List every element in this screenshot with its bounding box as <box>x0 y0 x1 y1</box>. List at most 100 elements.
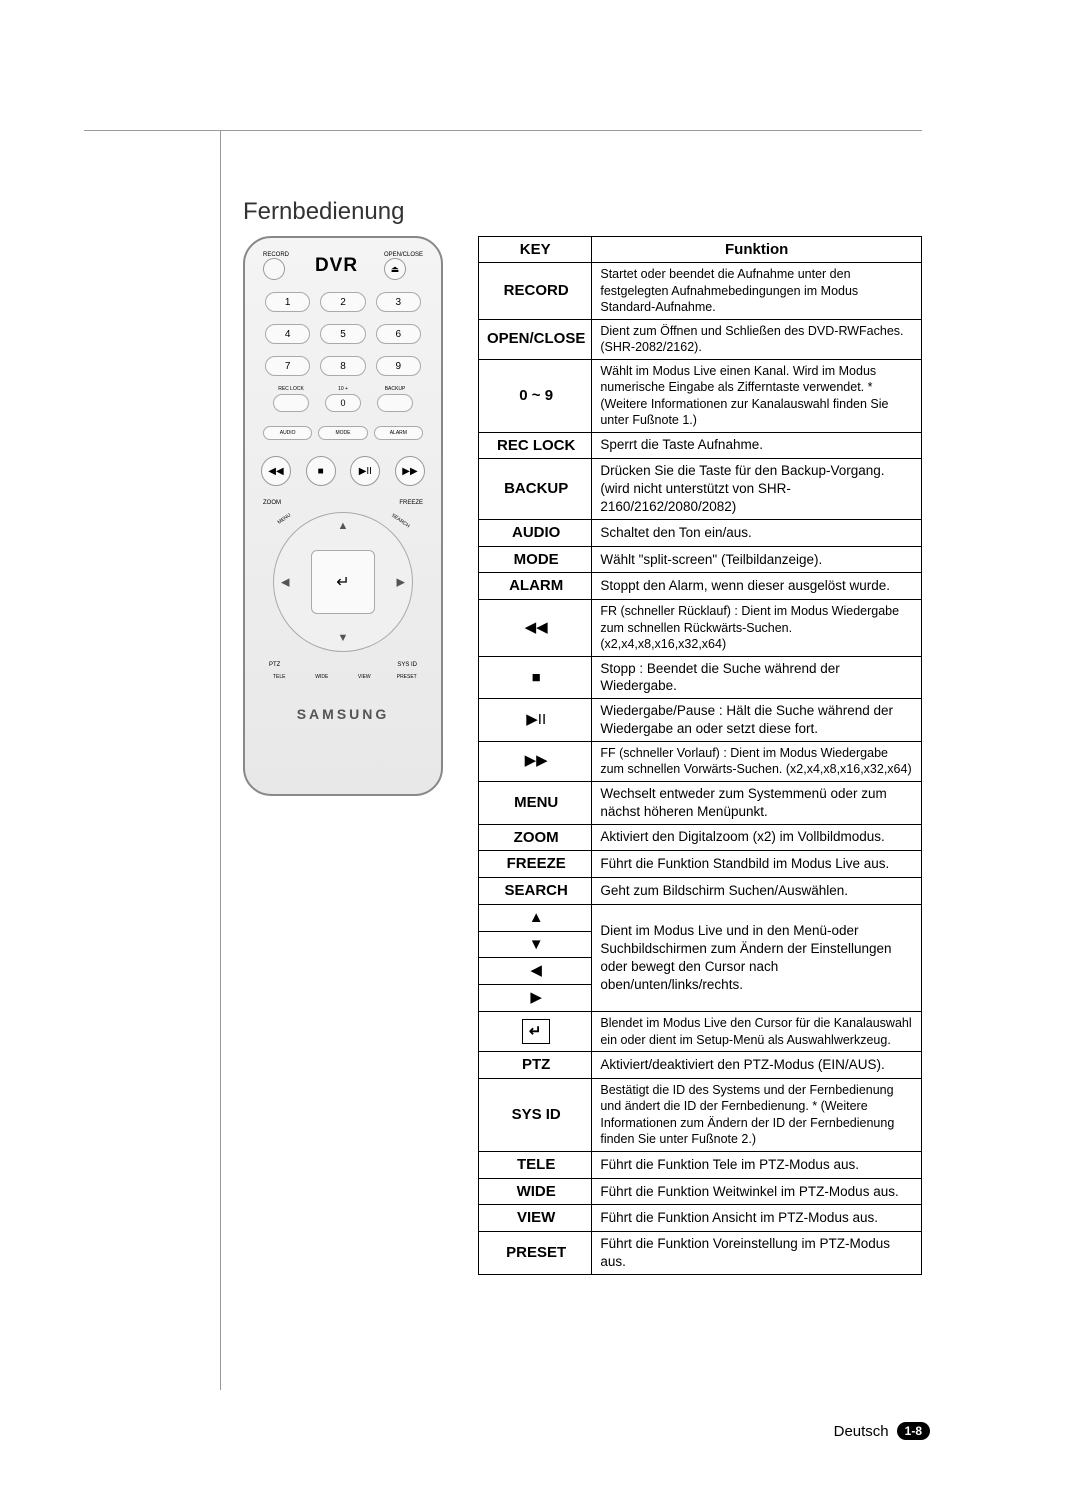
table-key: OPEN/CLOSE <box>479 319 592 359</box>
remote-num-1: 1 <box>265 292 310 312</box>
table-key: SEARCH <box>479 878 592 905</box>
table-key: WIDE <box>479 1178 592 1205</box>
table-key: REC LOCK <box>479 432 592 459</box>
remote-audio-button: AUDIO <box>263 426 312 440</box>
table-func: Aktiviert den Digitalzoom (x2) im Vollbi… <box>592 824 922 851</box>
remote-alarm-button: ALARM <box>374 426 423 440</box>
table-func: Drücken Sie die Taste für den Backup-Vor… <box>592 459 922 519</box>
table-key-symbol: ▶▶ <box>479 741 592 781</box>
remote-num-0: 0 <box>325 394 361 412</box>
table-func: Führt die Funktion Tele im PTZ-Modus aus… <box>592 1151 922 1178</box>
remote-wide-label: WIDE <box>304 674 341 680</box>
remote-stop-button: ■ <box>306 456 336 486</box>
remote-num-9: 9 <box>376 356 421 376</box>
table-key-enter: ↵ <box>479 1012 592 1052</box>
footer-lang: Deutsch <box>834 1423 889 1440</box>
table-func: Führt die Funktion Weitwinkel im PTZ-Mod… <box>592 1178 922 1205</box>
remote-brand: SAMSUNG <box>255 706 431 722</box>
remote-up-icon: ▲ <box>338 520 349 532</box>
table-key: SYS ID <box>479 1078 592 1151</box>
remote-tele-label: TELE <box>261 674 298 680</box>
table-func: Stopp : Beendet die Suche während der Wi… <box>592 656 922 699</box>
remote-reclock-button <box>273 394 309 412</box>
table-key: PTZ <box>479 1052 592 1079</box>
table-func: Führt die Funktion Standbild im Modus Li… <box>592 851 922 878</box>
remote-down-icon: ▼ <box>338 632 349 644</box>
remote-record-button <box>263 258 285 280</box>
table-func: Wiedergabe/Pause : Hält die Suche währen… <box>592 699 922 742</box>
table-func: Bestätigt die ID des Systems und der Fer… <box>592 1078 922 1151</box>
table-key-symbol: ◀◀ <box>479 600 592 657</box>
table-key: VIEW <box>479 1205 592 1232</box>
table-func: FF (schneller Vorlauf) : Dient im Modus … <box>592 741 922 781</box>
table-key: RECORD <box>479 263 592 320</box>
table-key: PRESET <box>479 1232 592 1275</box>
remote-openclose-label: OPEN/CLOSE <box>384 252 423 258</box>
page-footer: Deutsch 1-8 <box>834 1422 930 1440</box>
table-func: Führt die Funktion Voreinstellung im PTZ… <box>592 1232 922 1275</box>
table-func: Schaltet den Ton ein/aus. <box>592 519 922 546</box>
remote-num-5: 5 <box>320 324 365 344</box>
remote-backup-button <box>377 394 413 412</box>
remote-left-icon: ◀ <box>281 576 289 589</box>
table-func: Geht zum Bildschirm Suchen/Auswählen. <box>592 878 922 905</box>
table-header-func: Funktion <box>592 237 922 263</box>
remote-num-7: 7 <box>265 356 310 376</box>
footer-page-badge: 1-8 <box>897 1422 930 1440</box>
table-key-symbol: ▶II <box>479 699 592 742</box>
remote-search-label: SEARCH <box>390 513 411 530</box>
table-func: Blendet im Modus Live den Cursor für die… <box>592 1012 922 1052</box>
table-func: Sperrt die Taste Aufnahme. <box>592 432 922 459</box>
table-key: BACKUP <box>479 459 592 519</box>
remote-10plus-label: 10 + <box>317 386 369 392</box>
table-key: AUDIO <box>479 519 592 546</box>
table-func: Dient im Modus Live und in den Menü-oder… <box>592 904 922 1011</box>
table-key: ALARM <box>479 573 592 600</box>
section-title: Fernbedienung <box>243 198 404 226</box>
remote-reclock-label: REC LOCK <box>265 386 317 392</box>
table-key: ZOOM <box>479 824 592 851</box>
remote-backup-label: BACKUP <box>369 386 421 392</box>
table-key-symbol: ■ <box>479 656 592 699</box>
table-header-key: KEY <box>479 237 592 263</box>
remote-sysid-label: SYS ID <box>397 662 417 668</box>
rule-horizontal <box>84 130 922 131</box>
remote-freeze-label: FREEZE <box>399 500 423 506</box>
table-func: Aktiviert/deaktiviert den PTZ-Modus (EIN… <box>592 1052 922 1079</box>
remote-dvr-label: DVR <box>315 255 358 277</box>
table-key-arrow: ◀ <box>479 958 592 985</box>
table-key: MODE <box>479 546 592 573</box>
table-key: 0 ~ 9 <box>479 359 592 432</box>
remote-ptz-label: PTZ <box>269 662 280 668</box>
table-key-arrow: ▲ <box>479 904 592 931</box>
remote-playpause-button: ▶II <box>350 456 380 486</box>
remote-dpad: MENU SEARCH ▲ ▼ ◀ ▶ ↵ <box>273 512 413 652</box>
table-key-arrow: ▼ <box>479 931 592 958</box>
remote-view-label: VIEW <box>346 674 383 680</box>
remote-num-3: 3 <box>376 292 421 312</box>
table-key: FREEZE <box>479 851 592 878</box>
table-func: Wählt im Modus Live einen Kanal. Wird im… <box>592 359 922 432</box>
remote-eject-button: ⏏ <box>384 258 406 280</box>
remote-menu-label: MENU <box>277 512 293 525</box>
table-func: Wechselt entweder zum Systemmenü oder zu… <box>592 781 922 824</box>
table-func: Wählt "split-screen" (Teilbildanzeige). <box>592 546 922 573</box>
table-key-arrow: ▶ <box>479 985 592 1012</box>
table-func: Startet oder beendet die Aufnahme unter … <box>592 263 922 320</box>
table-func: FR (schneller Rücklauf) : Dient im Modus… <box>592 600 922 657</box>
functions-table: KEY Funktion RECORDStartet oder beendet … <box>478 236 922 1275</box>
table-key: MENU <box>479 781 592 824</box>
remote-num-4: 4 <box>265 324 310 344</box>
remote-right-icon: ▶ <box>397 576 405 589</box>
table-func: Dient zum Öffnen und Schließen des DVD-R… <box>592 319 922 359</box>
remote-num-2: 2 <box>320 292 365 312</box>
table-func: Stoppt den Alarm, wenn dieser ausgelöst … <box>592 573 922 600</box>
remote-preset-label: PRESET <box>389 674 426 680</box>
remote-num-8: 8 <box>320 356 365 376</box>
remote-rewind-button: ◀◀ <box>261 456 291 486</box>
remote-illustration: RECORD DVR OPEN/CLOSE ⏏ 1 2 3 4 5 6 7 8 … <box>243 236 443 796</box>
remote-zoom-label: ZOOM <box>263 500 281 506</box>
remote-ff-button: ▶▶ <box>395 456 425 486</box>
remote-mode-button: MODE <box>318 426 367 440</box>
remote-record-label: RECORD <box>263 252 289 258</box>
